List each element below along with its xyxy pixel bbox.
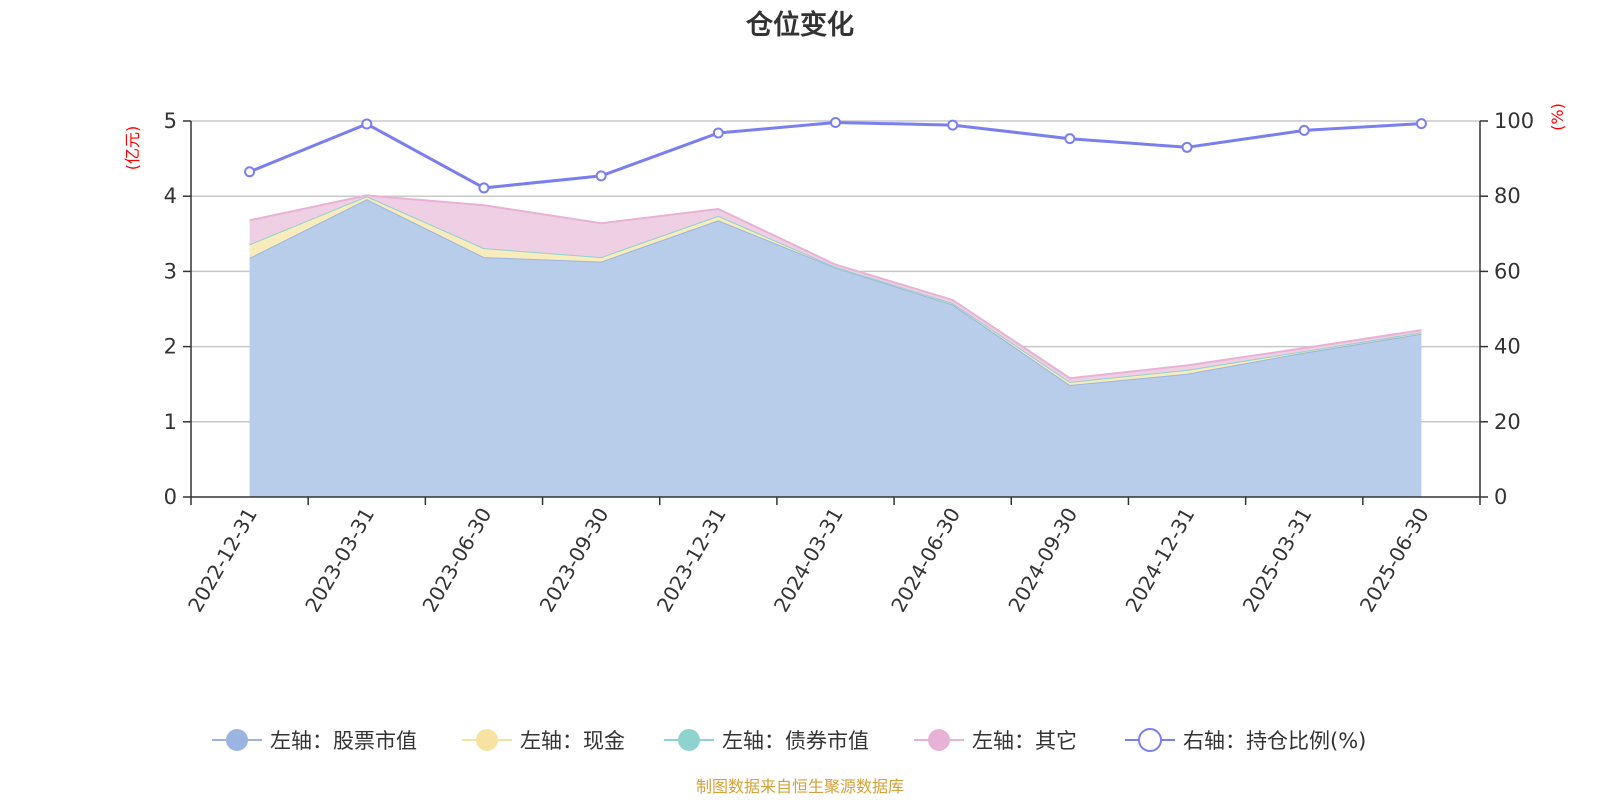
legend-swatch-marker	[226, 729, 248, 751]
right-axis-unit-label: (%)	[1548, 103, 1567, 131]
right-y-tick-label: 20	[1494, 410, 1521, 434]
line-point	[244, 166, 256, 178]
x-tick-label: 2025-06-30	[1355, 504, 1434, 617]
line-右轴：持仓比例(%)	[249, 120, 1422, 190]
area-左轴：其它	[249, 195, 1422, 382]
line-point	[1181, 141, 1193, 153]
legend: 左轴：股票市值 左轴：现金 左轴：债券市值 左轴：其它 右轴：持仓比例(%)	[212, 728, 1366, 753]
left-axis-unit-label: (亿元)	[123, 126, 142, 171]
left-y-tick-label: 0	[164, 485, 177, 509]
position-ratio-line	[244, 117, 1427, 194]
line-point	[830, 117, 841, 129]
line-point	[947, 119, 959, 131]
line-point	[361, 118, 373, 130]
data-source-note: 制图数据来自恒生聚源数据库	[696, 777, 904, 796]
line-point	[478, 182, 490, 194]
stacked-areas	[249, 194, 1422, 497]
right-y-tick-label: 40	[1494, 335, 1521, 359]
x-tick-label: 2025-03-31	[1238, 504, 1317, 617]
legend-label: 右轴：持仓比例(%)	[1183, 729, 1366, 753]
line-point	[595, 170, 607, 182]
left-y-tick-label: 1	[164, 410, 177, 434]
left-y-tick-label: 5	[164, 109, 177, 133]
x-tick-label: 2022-12-31	[183, 504, 262, 617]
area-edge-左轴：其它	[249, 194, 1422, 380]
legend-label: 左轴：债券市值	[722, 729, 869, 753]
x-tick-label: 2024-03-31	[769, 504, 848, 617]
line-point	[1415, 118, 1427, 130]
left-y-tick-label: 4	[164, 184, 177, 208]
x-tick-label: 2023-03-31	[300, 504, 379, 617]
line-point	[1064, 133, 1076, 145]
line-point	[712, 127, 724, 139]
right-y-tick-label: 60	[1494, 259, 1521, 283]
legend-item: 左轴：其它	[914, 729, 1077, 753]
right-y-tick-label: 0	[1494, 485, 1507, 509]
x-tick-label: 2024-06-30	[886, 504, 965, 617]
legend-label: 左轴：股票市值	[270, 729, 417, 753]
legend-label: 左轴：现金	[520, 729, 625, 753]
legend-swatch-marker	[678, 729, 700, 751]
x-tick-label: 2023-06-30	[417, 504, 496, 617]
legend-item: 左轴：债券市值	[664, 729, 869, 753]
legend-swatch-marker	[928, 729, 950, 751]
legend-swatch-marker	[476, 729, 498, 751]
legend-item: 右轴：持仓比例(%)	[1125, 728, 1366, 753]
line-point	[1298, 124, 1310, 136]
right-y-tick-label: 80	[1494, 184, 1521, 208]
x-tick-label: 2023-09-30	[535, 504, 614, 617]
chart-title: 仓位变化	[745, 9, 854, 41]
x-tick-label: 2024-09-30	[1003, 504, 1082, 617]
right-y-tick-label: 100	[1494, 109, 1534, 133]
x-tick-label: 2024-12-31	[1120, 504, 1199, 617]
left-y-tick-label: 2	[164, 335, 177, 359]
area-左轴：股票市值	[249, 199, 1422, 497]
legend-item: 左轴：现金	[462, 729, 625, 753]
x-tick-label: 2023-12-31	[652, 504, 731, 617]
left-y-tick-label: 3	[164, 259, 177, 283]
legend-item: 左轴：股票市值	[212, 729, 417, 753]
legend-swatch-marker	[1138, 728, 1162, 752]
legend-label: 左轴：其它	[972, 729, 1077, 753]
